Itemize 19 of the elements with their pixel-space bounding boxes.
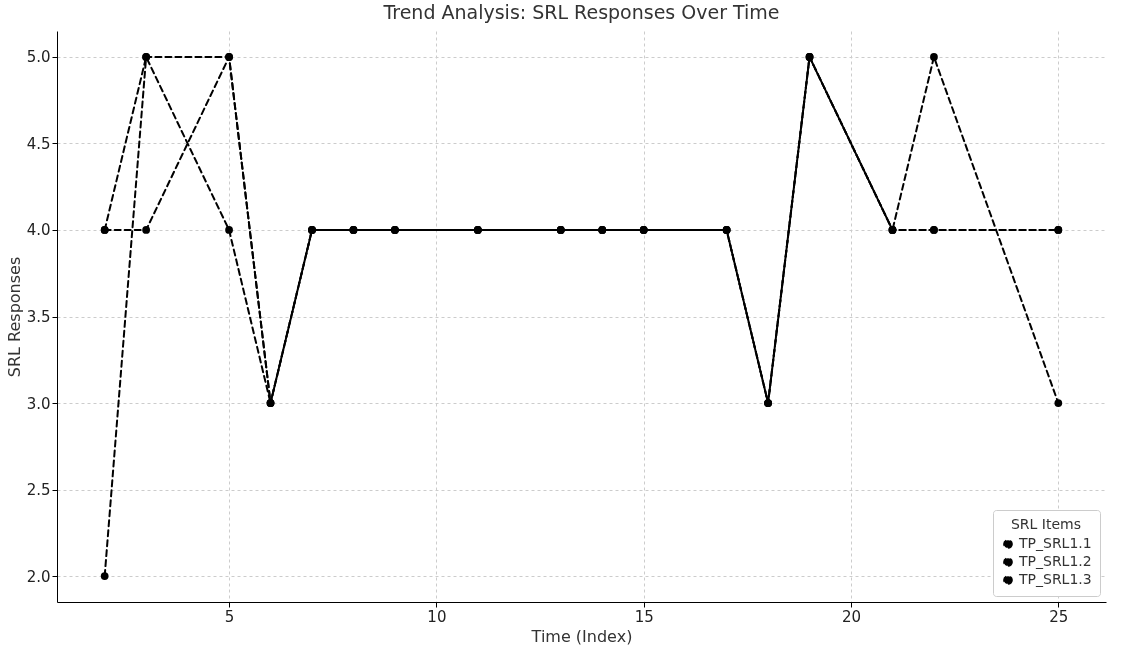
legend-label: TP_SRL1.1	[1018, 535, 1092, 551]
x-tick-label: 20	[841, 607, 862, 626]
legend-label: TP_SRL1.2	[1018, 553, 1092, 569]
x-tick-label: 5	[224, 607, 235, 626]
x-tick-label: 10	[427, 607, 447, 626]
y-tick-label: 5.0	[26, 48, 51, 67]
y-tick-label: 4.0	[26, 221, 51, 240]
legend-label: TP_SRL1.3	[1018, 571, 1092, 587]
y-tick-label: 3.5	[26, 308, 51, 326]
x-tick-label: 25	[1049, 607, 1069, 626]
x-tick-label: 15	[634, 607, 654, 626]
y-tick-label: 4.5	[26, 134, 51, 153]
y-tick-label: 2.0	[26, 567, 51, 586]
legend-title: SRL Items	[1010, 516, 1082, 532]
x-axis-title: Time (Index)	[530, 626, 633, 646]
y-tick-label: 3.0	[26, 394, 51, 413]
y-axis-title: SRL Responses	[4, 256, 24, 378]
y-tick-label: 2.5	[26, 481, 51, 500]
chart-title: Trend Analysis: SRL Responses Over Time	[382, 1, 780, 23]
